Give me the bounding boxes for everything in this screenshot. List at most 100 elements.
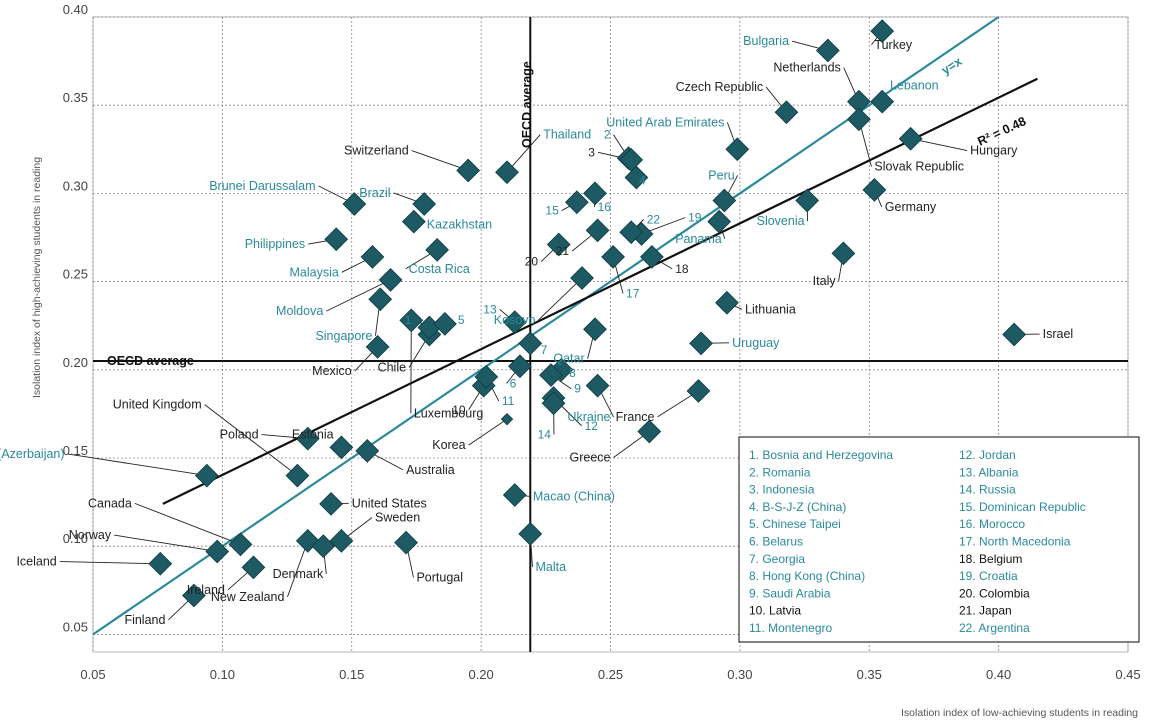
label-poland: Poland [220, 428, 259, 442]
point-denmark [311, 534, 336, 559]
x-tick-6: 0.35 [857, 667, 882, 682]
point-20 [546, 232, 571, 257]
point-singapore [368, 287, 393, 312]
label-finland: Finland [124, 613, 165, 627]
legend-item-3: 3. Indonesia [749, 483, 815, 497]
point-17 [601, 245, 625, 269]
label-sweden: Sweden [375, 510, 420, 524]
point-13 [502, 310, 527, 335]
point-greece [637, 419, 662, 444]
label-ireland: Ireland [187, 583, 225, 597]
point-qatar [583, 317, 607, 342]
legend-item-4: 4. B-S-J-Z (China) [749, 500, 846, 514]
label-korea: Korea [432, 438, 465, 452]
label-8: 8 [569, 366, 576, 380]
x-tick-5: 0.30 [727, 667, 752, 682]
point-israel [1002, 322, 1027, 347]
point-australia [355, 439, 380, 463]
x-tick-0: 0.05 [80, 667, 105, 682]
tick-labels: 0.05 0.10 0.15 0.20 0.25 0.30 0.35 0.40 0.45 0.05… [63, 2, 1141, 682]
x-tick-2: 0.15 [339, 667, 364, 682]
point-iceland [148, 551, 173, 576]
legend: 1. Bosnia and Herzegovina 2. Romania 3. In… [738, 436, 1140, 643]
legend-item-6: 6. Belarus [749, 535, 803, 549]
label-estonia: Estonia [292, 428, 334, 442]
point-united-states [319, 491, 343, 516]
point-peru [712, 188, 737, 213]
leader-korea [468, 418, 508, 446]
y-tick-5: 0.30 [63, 178, 88, 193]
label-philippines: Philippines [245, 237, 305, 251]
point-mexico [365, 334, 390, 359]
point-finland [182, 583, 206, 608]
point-united-kingdom [285, 463, 310, 488]
label-4: 4 [639, 174, 646, 188]
leader-new-zealand [287, 540, 309, 598]
label-united-arab-emirates: United Arab Emirates [606, 115, 724, 129]
label-13: 13 [483, 302, 497, 316]
label-12: 12 [585, 419, 599, 433]
oecd-average-vertical-label: OECD average [520, 61, 534, 148]
point-7 [518, 331, 543, 356]
point-1 [417, 315, 442, 340]
leader-canada [134, 502, 241, 545]
legend-box [738, 436, 1140, 643]
x-tick-3: 0.20 [468, 667, 493, 682]
leader-baku-azerbaijan [67, 453, 207, 477]
label-norway: Norway [69, 528, 112, 542]
label-australia: Australia [406, 463, 455, 477]
point-slovenia [795, 188, 820, 213]
point-uruguay [689, 331, 713, 356]
label-kosovo: Kosovo [494, 313, 536, 327]
label-brazil: Brazil [359, 186, 390, 200]
label-italy: Italy [813, 274, 837, 288]
label-14: 14 [538, 428, 552, 442]
legend-item-12: 12. Jordan [959, 448, 1016, 462]
label-lithuania: Lithuania [745, 302, 796, 316]
label-16: 16 [598, 200, 612, 214]
identity-line-label: y=x [939, 54, 964, 77]
x-tick-1: 0.10 [210, 667, 235, 682]
point-9 [539, 363, 563, 387]
legend-item-17: 17. North Macedonia [959, 535, 1071, 549]
point-czech-republic [774, 100, 799, 125]
point-21 [585, 218, 610, 243]
y-tick-7: 0.40 [63, 2, 88, 17]
leader-kosovo [538, 277, 583, 321]
legend-item-15: 15. Dominican Republic [959, 500, 1086, 514]
point-france [686, 379, 711, 403]
point-netherlands [847, 89, 871, 114]
legend-item-18: 18. Belgium [959, 552, 1022, 566]
label-peru: Peru [708, 168, 734, 182]
point-panama [707, 209, 732, 234]
label-qatar: Qatar [553, 352, 584, 366]
label-uruguay: Uruguay [732, 336, 780, 350]
label-netherlands: Netherlands [773, 61, 840, 75]
label-iceland: Iceland [16, 555, 56, 569]
label-portugal: Portugal [416, 570, 463, 584]
point-slovak-republic [847, 107, 871, 132]
point-turkey [870, 19, 895, 43]
legend-item-11: 11. Montenegro [749, 621, 832, 635]
legend-item-1: 1. Bosnia and Herzegovina [749, 448, 893, 462]
legend-item-20: 20. Colombia [959, 586, 1030, 600]
legend-item-2: 2. Romania [749, 465, 811, 479]
point-malaysia [360, 245, 385, 269]
point-lithuania [715, 290, 739, 315]
legend-item-19: 19. Croatia [959, 569, 1018, 583]
point-brunei-darussalam [342, 192, 367, 216]
label-hungary: Hungary [970, 144, 1018, 158]
label-ukraine: Ukraine [567, 410, 610, 424]
point-portugal [394, 530, 418, 555]
x-tick-7: 0.40 [986, 667, 1011, 682]
legend-item-22: 22. Argentina [959, 621, 1030, 635]
label-17: 17 [626, 286, 640, 300]
leader-switzerland [411, 150, 469, 171]
point-brazil [412, 192, 437, 216]
label-19: 19 [688, 211, 702, 225]
point-4 [624, 165, 649, 190]
y-tick-4: 0.25 [63, 267, 88, 282]
point-malta [518, 521, 543, 546]
label-panama: Panama [675, 232, 722, 246]
